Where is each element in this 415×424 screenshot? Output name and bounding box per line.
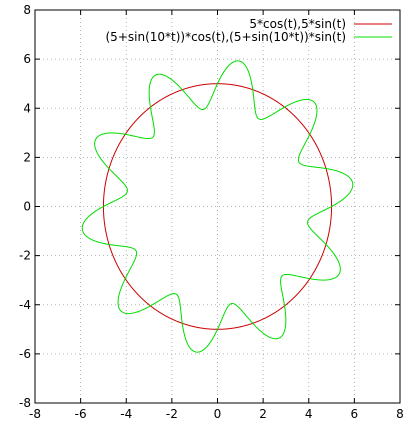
x-tick-label: -6 (75, 407, 87, 421)
axes (34, 9, 401, 404)
y-tick-label: 8 (23, 3, 31, 17)
y-tick-label: -6 (19, 347, 31, 361)
x-tick-label: -2 (166, 407, 178, 421)
x-tick-label: 0 (214, 407, 222, 421)
y-tick-label: 2 (23, 150, 31, 164)
x-tick-label: 6 (351, 407, 359, 421)
grid (35, 10, 400, 403)
x-tick-label: 2 (259, 407, 267, 421)
y-tick-label: -4 (19, 298, 31, 312)
tick-labels: -8 -6 -4 -2 0 2 4 6 8 -8 -6 -4 -2 0 2 4 6 8 (19, 3, 404, 421)
series-layer (81, 60, 354, 353)
series-line-2 (81, 60, 354, 353)
x-tick-label: -4 (120, 407, 132, 421)
legend-label-2: (5+sin(10*t))*cos(t),(5+sin(10*t))*sin(t… (106, 30, 347, 44)
y-tick-label: 0 (23, 200, 31, 214)
x-tick-label: -8 (29, 407, 41, 421)
x-tick-label: 8 (396, 407, 404, 421)
legend-label-1: 5*cos(t),5*sin(t) (249, 17, 346, 31)
y-tick-label: 4 (23, 101, 31, 115)
x-tick-label: 4 (305, 407, 313, 421)
legend: 5*cos(t),5*sin(t)(5+sin(10*t))*cos(t),(5… (106, 17, 392, 44)
y-tick-label: 6 (23, 52, 31, 66)
y-tick-label: -8 (19, 396, 31, 410)
y-tick-label: -2 (19, 249, 31, 263)
